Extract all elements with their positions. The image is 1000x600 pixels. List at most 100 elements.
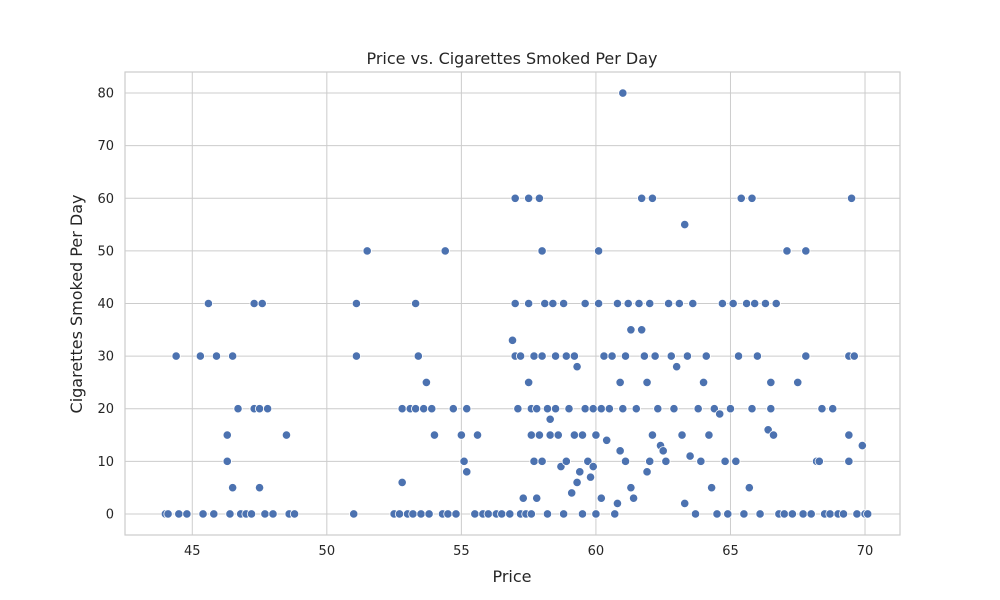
scatter-point	[596, 404, 606, 414]
scatter-point	[766, 377, 776, 388]
scatter-point	[604, 404, 614, 414]
scatter-point	[628, 493, 639, 503]
scatter-point	[591, 509, 601, 519]
scatter-point	[642, 377, 652, 388]
scatter-point	[470, 509, 480, 519]
scatter-point	[715, 409, 725, 419]
scatter-point	[351, 351, 362, 361]
scatter-point	[669, 404, 679, 414]
scatter-point	[755, 509, 765, 519]
scatter-point	[518, 493, 528, 503]
scatter-point	[612, 498, 623, 509]
scatter-point	[725, 404, 736, 414]
scatter-point	[838, 509, 849, 519]
scatter-point	[602, 435, 612, 445]
scatter-point	[577, 430, 588, 440]
scatter-point	[594, 246, 604, 256]
scatter-point	[263, 404, 273, 414]
plot-frame	[124, 71, 901, 536]
scatter-point	[626, 325, 636, 335]
scatter-point	[588, 461, 598, 472]
scatter-point	[233, 404, 243, 414]
scatter-point	[497, 509, 507, 519]
scatter-point	[650, 351, 660, 361]
scatter-point	[825, 509, 835, 519]
scatter-point	[537, 351, 547, 361]
scatter-point	[397, 477, 407, 487]
scatter-point	[268, 509, 278, 519]
scatter-point	[610, 509, 620, 519]
scatter-point	[540, 298, 550, 309]
scatter-point	[806, 509, 816, 519]
scatter-point	[443, 509, 453, 519]
scatter-point	[462, 467, 472, 477]
scatter-point	[782, 246, 792, 256]
scatter-point	[524, 377, 534, 388]
scatter-point	[653, 404, 663, 414]
scatter-point	[572, 362, 582, 372]
scatter-point	[707, 483, 717, 493]
scatter-point	[618, 88, 628, 98]
scatter-point	[637, 193, 647, 203]
scatter-point	[163, 509, 173, 519]
scatter-point	[720, 456, 730, 466]
scatter-point	[561, 351, 571, 361]
scatter-point	[534, 430, 545, 440]
scatter-point	[607, 351, 617, 361]
scatter-point	[459, 456, 469, 466]
scatter-point	[596, 493, 606, 503]
scatter-point	[198, 509, 208, 519]
y-tick-label: 70	[97, 139, 114, 154]
scatter-point	[572, 477, 582, 487]
scatter-point	[744, 483, 754, 493]
scatter-point	[682, 351, 693, 361]
chart-title: Price vs. Cigarettes Smoked Per Day	[366, 49, 657, 68]
scatter-point	[747, 404, 757, 414]
scatter-point	[456, 430, 466, 440]
scatter-point	[349, 509, 359, 519]
scatter-point	[857, 440, 867, 451]
scatter-point	[427, 404, 437, 414]
scatter-point	[585, 472, 596, 482]
scatter-point	[793, 377, 803, 388]
scatter-point	[688, 298, 698, 309]
scatter-point	[591, 430, 601, 440]
scatter-point	[553, 430, 563, 440]
scatter-point	[222, 456, 232, 466]
scatter-point	[537, 456, 547, 466]
scatter-point	[362, 246, 372, 256]
scatter-point	[209, 509, 219, 519]
scatter-point	[690, 509, 701, 519]
scatter-point	[639, 351, 649, 361]
scatter-point	[548, 298, 558, 309]
y-tick-label: 30	[97, 350, 114, 365]
scatter-point	[529, 351, 539, 361]
scatter-point	[413, 351, 423, 361]
scatter-point	[615, 446, 625, 456]
ticks-layer: 45 50 55 60 65 70 0 10 20 30 40 50 60 70 80	[97, 87, 873, 559]
x-axis-title: Price	[492, 567, 531, 586]
scatter-point	[542, 404, 553, 414]
scatter-point	[623, 298, 633, 309]
scatter-point	[645, 456, 655, 466]
scatter-point	[742, 298, 752, 309]
scatter-point	[693, 404, 703, 414]
y-tick-label: 50	[97, 244, 114, 259]
scatter-point	[254, 483, 265, 493]
x-tick-label: 45	[184, 544, 201, 559]
scatter-point	[680, 219, 690, 230]
scatter-point	[203, 298, 214, 309]
scatter-point	[849, 351, 859, 361]
scatter-point	[257, 298, 267, 309]
scatter-point	[532, 493, 542, 503]
scatter-point	[723, 509, 733, 519]
scatter-point	[637, 325, 647, 335]
scatter-point	[545, 430, 555, 440]
scatter-point	[174, 509, 184, 519]
scatter-point	[846, 193, 857, 203]
scatter-point	[195, 351, 205, 361]
scatter-point	[411, 298, 421, 309]
scatter-point	[801, 246, 811, 256]
scatter-point	[182, 509, 192, 519]
